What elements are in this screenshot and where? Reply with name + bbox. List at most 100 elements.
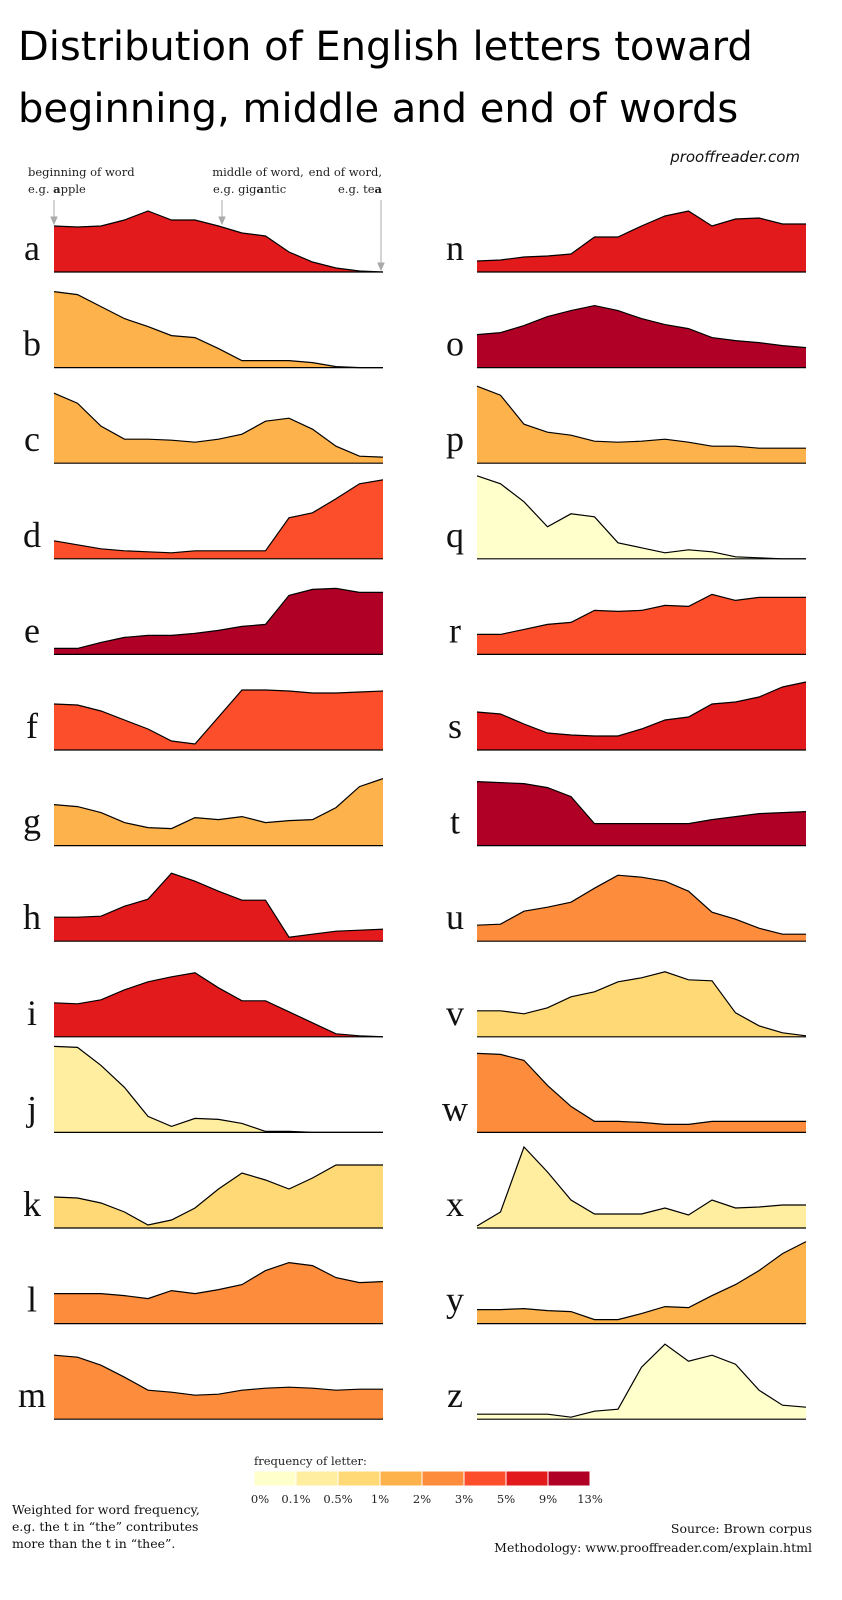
annotation-part: e.g. gig bbox=[213, 182, 257, 196]
area bbox=[477, 1344, 806, 1420]
letter-label: j bbox=[25, 1088, 37, 1128]
area bbox=[477, 682, 806, 750]
letter-label: w bbox=[442, 1088, 468, 1128]
letter-label: y bbox=[446, 1280, 464, 1320]
legend-label: 13% bbox=[577, 1492, 603, 1506]
area-outline bbox=[476, 681, 807, 737]
area bbox=[477, 386, 806, 464]
area-outline bbox=[476, 210, 806, 262]
letter-label: p bbox=[446, 419, 464, 459]
legend-swatch bbox=[421, 1470, 465, 1487]
area bbox=[477, 475, 806, 559]
legend-label: 3% bbox=[455, 1492, 473, 1506]
title-line: beginning, middle and end of words bbox=[18, 86, 738, 132]
footnote: more than the t in “thee”. bbox=[12, 1536, 175, 1551]
site: prooffreader.com bbox=[669, 148, 800, 166]
area-outline bbox=[54, 587, 383, 649]
area bbox=[477, 211, 806, 272]
area-outline bbox=[53, 479, 384, 554]
annotation-part: a bbox=[375, 182, 383, 196]
area-outline bbox=[53, 1164, 383, 1226]
letter-label: b bbox=[23, 324, 41, 364]
letter-label: m bbox=[18, 1375, 46, 1415]
area-outline bbox=[477, 593, 806, 635]
letter-label: d bbox=[23, 515, 41, 555]
annotation: beginning of word bbox=[28, 165, 135, 179]
letter-label: n bbox=[446, 228, 464, 268]
title-line: Distribution of English letters toward bbox=[18, 24, 753, 70]
annotation-part: e.g. te bbox=[338, 182, 375, 196]
letter-label: c bbox=[24, 419, 40, 459]
annotation-part: ntic bbox=[264, 182, 286, 196]
legend-swatch bbox=[337, 1470, 381, 1487]
area-outline bbox=[477, 971, 807, 1037]
area-outline bbox=[476, 874, 806, 935]
area bbox=[54, 1262, 383, 1324]
area bbox=[54, 873, 383, 942]
area bbox=[54, 972, 383, 1037]
area bbox=[54, 1355, 383, 1420]
letter-label: a bbox=[24, 228, 40, 268]
area-outline bbox=[53, 392, 384, 458]
area bbox=[54, 588, 383, 655]
area bbox=[54, 778, 383, 846]
legend-swatch bbox=[505, 1470, 549, 1487]
area-outline bbox=[53, 210, 384, 273]
area-outline bbox=[53, 291, 383, 369]
area-outline bbox=[476, 475, 806, 560]
legend-label: 0.5% bbox=[323, 1492, 352, 1506]
letter-label: s bbox=[448, 706, 462, 746]
letter-label: i bbox=[27, 993, 37, 1033]
area-outline bbox=[54, 872, 384, 938]
area bbox=[54, 1165, 383, 1228]
letter-label: e bbox=[24, 610, 40, 650]
area bbox=[477, 971, 806, 1037]
annotation-part: a bbox=[53, 182, 61, 196]
footnote: Weighted for word frequency, bbox=[12, 1502, 200, 1517]
letter-label: x bbox=[446, 1184, 464, 1224]
letter-label: g bbox=[23, 802, 41, 842]
area bbox=[477, 1147, 806, 1228]
area bbox=[477, 305, 806, 368]
legend-swatch bbox=[379, 1470, 423, 1487]
area-outline bbox=[476, 781, 807, 825]
footnote: e.g. the t in “the” contributes bbox=[12, 1519, 198, 1534]
area bbox=[54, 211, 383, 272]
area bbox=[477, 594, 806, 655]
annotation-part: e.g. bbox=[28, 182, 53, 196]
area bbox=[477, 781, 806, 846]
legend-swatch bbox=[295, 1470, 339, 1487]
area-outline bbox=[476, 1145, 806, 1227]
letter-label: q bbox=[446, 515, 464, 555]
letter-label: u bbox=[446, 897, 464, 937]
area bbox=[54, 291, 383, 368]
letter-label: h bbox=[23, 897, 41, 937]
legend-label: 5% bbox=[497, 1492, 515, 1506]
area bbox=[477, 875, 806, 942]
area bbox=[477, 1241, 806, 1324]
annotation-arrows bbox=[50, 200, 385, 272]
letter-label: l bbox=[27, 1280, 37, 1320]
source: Methodology: www.prooffreader.com/explai… bbox=[494, 1540, 812, 1555]
area-outline bbox=[53, 972, 384, 1038]
area-outline bbox=[53, 778, 384, 830]
letter-label: v bbox=[446, 993, 464, 1033]
area bbox=[54, 393, 383, 464]
annotation: middle of word, bbox=[212, 165, 304, 179]
area-outline bbox=[54, 1261, 384, 1300]
area bbox=[54, 690, 383, 750]
letter-label: t bbox=[450, 802, 460, 842]
legend-label: 2% bbox=[413, 1492, 431, 1506]
area bbox=[477, 1053, 806, 1133]
annotation: e.g. gigantic bbox=[213, 182, 286, 196]
legend-swatch bbox=[547, 1470, 591, 1487]
legend-label: 0% bbox=[251, 1492, 269, 1506]
legend-label: 0.1% bbox=[281, 1492, 310, 1506]
legend-label: 9% bbox=[539, 1492, 557, 1506]
area-outline bbox=[476, 385, 806, 449]
area-outline bbox=[477, 1343, 807, 1418]
annotation: e.g. apple bbox=[28, 182, 86, 196]
annotation-part: pple bbox=[61, 182, 86, 196]
area bbox=[54, 1046, 383, 1133]
